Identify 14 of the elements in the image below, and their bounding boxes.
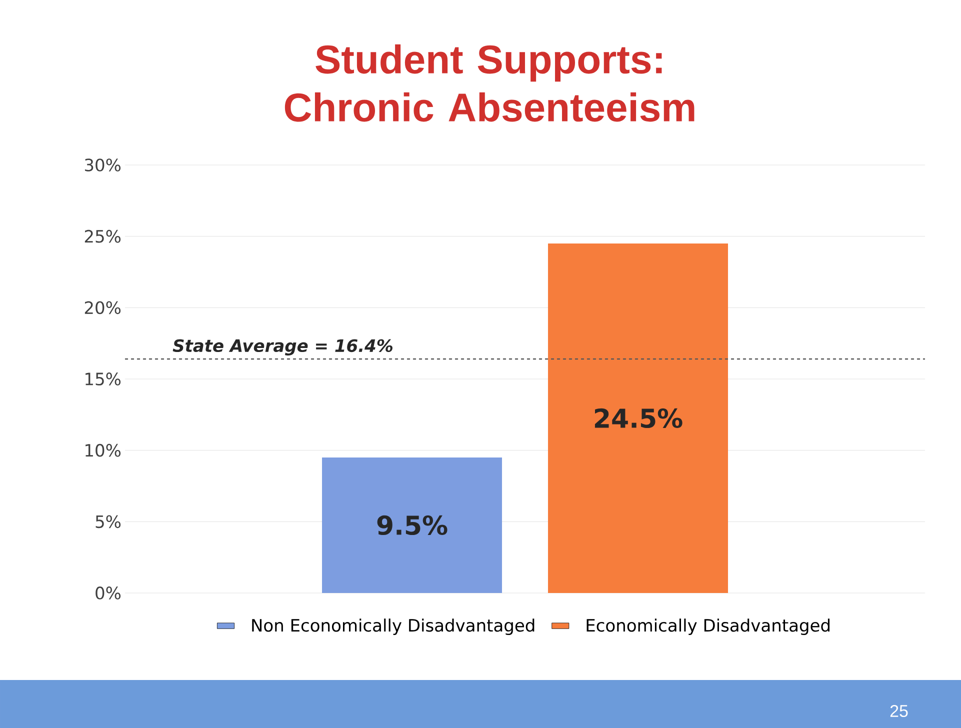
y-tick-label: 0% xyxy=(96,586,121,600)
chart-title: Student Supports: Chronic Absenteeism xyxy=(284,44,694,122)
text: 25 xyxy=(890,704,908,718)
y-tick-label: 5% xyxy=(96,515,121,528)
y-tick-label: 30% xyxy=(84,158,121,172)
legend-label: Non Economically Disadvantaged xyxy=(252,618,534,636)
y-tick-label: 15% xyxy=(86,372,121,386)
data-label: 9.5% xyxy=(377,515,448,536)
data-label: 24.5% xyxy=(594,408,682,428)
legend-label: Economically Disadvantaged xyxy=(586,618,830,636)
y-tick-label: 10% xyxy=(86,444,121,457)
y-tick-label: 25% xyxy=(84,230,121,243)
y-tick-label: 20% xyxy=(84,301,121,314)
ref-line-label: State Average = 16.4% xyxy=(172,339,392,356)
